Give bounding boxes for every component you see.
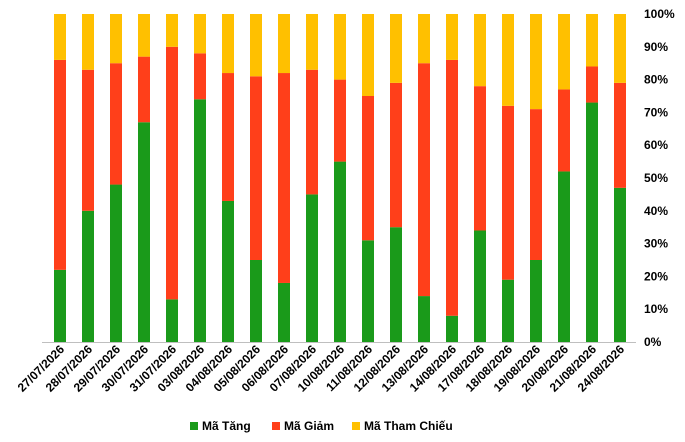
- bar-segment-tang: [222, 200, 234, 342]
- y-tick-label: 30%: [644, 237, 668, 251]
- bar-segment-tham-chieu: [250, 14, 262, 77]
- bar-segment-giam: [530, 109, 542, 261]
- bar-segment-tang: [278, 282, 290, 342]
- bar-segment-giam: [362, 96, 374, 241]
- bar-segment-tham-chieu: [222, 14, 234, 74]
- legend-swatch-tang: [190, 422, 198, 430]
- y-tick-label: 70%: [644, 105, 668, 119]
- bar-segment-tang: [82, 210, 94, 342]
- bar-segment-tang: [194, 99, 206, 342]
- bar-segment-giam: [194, 53, 206, 100]
- bar-segment-tham-chieu: [446, 14, 458, 60]
- bar-segment-tang: [502, 279, 514, 342]
- y-tick-label: 40%: [644, 204, 668, 218]
- legend-label: Mã Giảm: [284, 419, 334, 433]
- y-tick-label: 60%: [644, 138, 668, 152]
- legend-swatch-giam: [272, 422, 280, 430]
- bar-segment-tham-chieu: [614, 14, 626, 83]
- bar-segment-tang: [110, 184, 122, 342]
- bar-segment-giam: [138, 56, 150, 123]
- y-tick-label: 100%: [644, 7, 675, 21]
- y-tick-label: 20%: [644, 269, 668, 283]
- bar-segment-tang: [334, 161, 346, 342]
- bar-segment-tham-chieu: [474, 14, 486, 87]
- legend-label: Mã Tham Chiếu: [364, 419, 453, 433]
- bar-segment-giam: [614, 82, 626, 188]
- bar-segment-tham-chieu: [558, 14, 570, 90]
- bar-segment-tang: [586, 102, 598, 342]
- bar-segment-giam: [418, 63, 430, 297]
- bar-segment-tang: [54, 269, 66, 342]
- bar-segment-giam: [558, 89, 570, 172]
- legend-swatch-tham-chieu: [352, 422, 360, 430]
- y-tick-label: 50%: [644, 171, 668, 185]
- bar-segment-giam: [502, 105, 514, 280]
- bar-segment-tham-chieu: [306, 14, 318, 70]
- bar-segment-tham-chieu: [586, 14, 598, 67]
- bar-segment-tham-chieu: [530, 14, 542, 110]
- bar-segment-giam: [334, 79, 346, 162]
- bar-segment-giam: [82, 69, 94, 211]
- bar-segment-tang: [390, 227, 402, 342]
- bar-segment-giam: [250, 76, 262, 260]
- bar-segment-giam: [306, 69, 318, 195]
- bar-segment-tang: [418, 296, 430, 342]
- legend: Mã Tăng Mã Giảm Mã Tham Chiếu: [190, 419, 453, 433]
- bar-segment-tham-chieu: [166, 14, 178, 47]
- y-tick-label: 0%: [644, 335, 662, 349]
- bar-segment-giam: [278, 73, 290, 283]
- y-tick-label: 90%: [644, 40, 668, 54]
- bar-segment-giam: [222, 73, 234, 201]
- bar-segment-tham-chieu: [82, 14, 94, 70]
- bar-segment-giam: [474, 86, 486, 231]
- bar-segment-tang: [362, 240, 374, 342]
- bar-segment-tham-chieu: [194, 14, 206, 54]
- bar-segment-tham-chieu: [54, 14, 66, 60]
- bar-segment-tham-chieu: [334, 14, 346, 80]
- bars-layer: [54, 14, 626, 343]
- bar-segment-tham-chieu: [502, 14, 514, 106]
- bar-segment-tham-chieu: [362, 14, 374, 96]
- bar-segment-tang: [614, 187, 626, 342]
- bar-segment-tang: [530, 260, 542, 342]
- bar-segment-tang: [558, 171, 570, 342]
- legend-label: Mã Tăng: [202, 419, 251, 433]
- bar-segment-tang: [474, 230, 486, 342]
- y-tick-label: 10%: [644, 302, 668, 316]
- bar-segment-giam: [166, 46, 178, 300]
- bar-segment-tham-chieu: [418, 14, 430, 64]
- bar-segment-giam: [390, 82, 402, 228]
- bar-segment-tham-chieu: [390, 14, 402, 83]
- bar-segment-tang: [446, 315, 458, 342]
- bar-segment-tham-chieu: [110, 14, 122, 64]
- bar-segment-tang: [306, 194, 318, 342]
- bar-segment-tang: [250, 260, 262, 342]
- bar-segment-tang: [138, 122, 150, 343]
- bar-segment-giam: [446, 59, 458, 316]
- bar-segment-tang: [166, 299, 178, 342]
- bar-segment-tham-chieu: [278, 14, 290, 74]
- bar-segment-tham-chieu: [138, 14, 150, 57]
- bar-segment-giam: [54, 59, 66, 270]
- bar-segment-giam: [586, 66, 598, 103]
- bar-segment-giam: [110, 63, 122, 185]
- y-tick-label: 80%: [644, 73, 668, 87]
